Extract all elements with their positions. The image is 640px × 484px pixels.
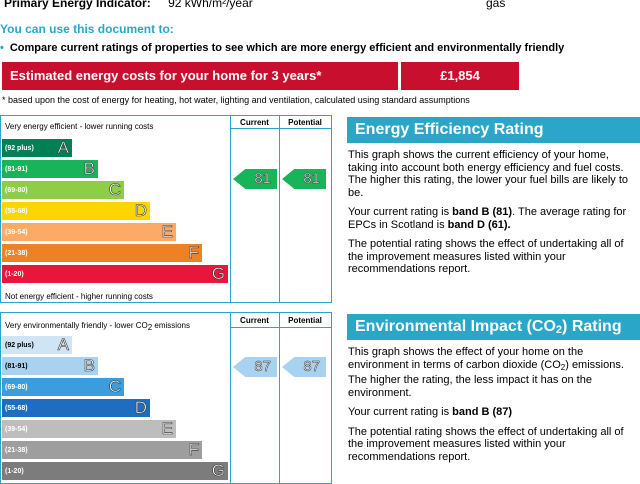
band-range: (55-68): [5, 207, 28, 215]
energy-cost-value: £1,854: [401, 62, 519, 90]
rating-band-d: (55-68) D: [2, 398, 150, 417]
bullet-icon: •: [0, 42, 4, 54]
column-current-header: Current: [240, 118, 269, 127]
header-divider: [230, 327, 331, 328]
rating-band-c: (69-80) C: [2, 377, 124, 396]
primary-energy-indicator: Primary Energy Indicator: 92 kWh/m²/year: [4, 0, 253, 10]
environmental-impact-chart: Very environmentally friendly - lower CO…: [0, 312, 332, 484]
environmental-impact-panel: Environmental Impact (CO2) Rating This g…: [347, 314, 640, 470]
band-range: (92 plus): [5, 341, 34, 349]
band-range: (1-20): [5, 467, 24, 475]
band-range: (81-91): [5, 165, 28, 173]
co2-chart-top-label: Very environmentally friendly - lower CO…: [5, 321, 190, 332]
fuel-type: gas: [486, 0, 506, 10]
rating-band-a: (92 plus) A: [2, 335, 72, 354]
co2-current-rating-arrow: 87: [233, 357, 277, 377]
current-rating-arrow: 81: [233, 169, 277, 189]
band-range: (39-54): [5, 228, 28, 236]
rating-band-g: (1-20) G: [2, 264, 228, 283]
energy-panel-p2: Your current rating is band B (81). The …: [348, 206, 627, 231]
band-range: (69-80): [5, 186, 28, 194]
energy-panel-text: This graph shows the current efficiency …: [347, 149, 640, 276]
column-potential-header: Potential: [288, 118, 322, 127]
rating-band-f: (21-38) F: [2, 440, 202, 459]
column-divider: [279, 116, 280, 302]
band-letter: C: [108, 377, 121, 396]
co2-column-potential-header: Potential: [288, 316, 322, 325]
band-range: (1-20): [5, 270, 24, 278]
co2-panel-title: Environmental Impact (CO2) Rating: [347, 314, 640, 340]
rating-band-f: (21-38) F: [2, 243, 202, 262]
rating-band-b: (81-91) B: [2, 159, 98, 178]
band-range: (81-91): [5, 362, 28, 370]
intro-heading: You can use this document to:: [0, 22, 174, 36]
co2-potential-rating-arrow: 87: [282, 357, 326, 377]
band-letter: D: [134, 398, 147, 417]
band-letter: F: [188, 243, 199, 262]
band-letter: C: [108, 180, 121, 199]
co2-panel-text: This graph shows the effect of your home…: [347, 346, 640, 463]
co2-bands: (92 plus) A (81-91) B (69-80) C (55-68) D (39-54…: [2, 335, 228, 483]
co2-panel-p2: Your current rating is band B (87): [348, 406, 513, 418]
column-divider: [279, 313, 280, 483]
energy-cost-label: Estimated energy costs for your home for…: [2, 62, 398, 90]
potential-rating-arrow: 81: [282, 169, 326, 189]
column-divider: [230, 116, 231, 302]
energy-efficiency-panel: Energy Efficiency Rating This graph show…: [347, 117, 640, 283]
chart-bottom-label: Not energy efficient - higher running co…: [5, 292, 153, 301]
energy-efficiency-chart: Very energy efficient - lower running co…: [0, 115, 332, 303]
band-letter: F: [188, 440, 199, 459]
intro-bullet: • Compare current ratings of properties t…: [0, 42, 564, 54]
bullet-text: Compare current ratings of properties to…: [9, 42, 565, 54]
band-letter: B: [83, 159, 95, 178]
rating-band-g: (1-20) G: [2, 461, 228, 480]
rating-band-c: (69-80) C: [2, 180, 124, 199]
band-range: (39-54): [5, 425, 28, 433]
band-letter: G: [211, 461, 225, 480]
band-letter: E: [161, 419, 173, 438]
energy-panel-p1: This graph shows the current efficiency …: [348, 149, 629, 199]
cost-footnote: * based upon the cost of energy for heat…: [2, 95, 470, 105]
band-letter: G: [211, 264, 225, 283]
pei-label: Primary Energy Indicator:: [4, 0, 151, 10]
column-divider: [230, 313, 231, 483]
band-letter: D: [134, 201, 147, 220]
co2-panel-p1: This graph shows the effect of your home…: [348, 346, 624, 399]
band-range: (69-80): [5, 383, 28, 391]
band-range: (21-38): [5, 249, 28, 257]
energy-panel-p3: The potential rating shows the effect of…: [348, 238, 624, 275]
band-letter: A: [57, 138, 69, 157]
header-divider: [230, 128, 331, 129]
rating-band-a: (92 plus) A: [2, 138, 72, 157]
rating-band-e: (39-54) E: [2, 222, 176, 241]
band-letter: B: [83, 356, 95, 375]
rating-band-b: (81-91) B: [2, 356, 98, 375]
band-letter: A: [57, 335, 69, 354]
band-letter: E: [161, 222, 173, 241]
band-range: (92 plus): [5, 144, 34, 152]
rating-band-e: (39-54) E: [2, 419, 176, 438]
co2-column-current-header: Current: [240, 316, 269, 325]
energy-bands: (92 plus) A (81-91) B (69-80) C (55-68) D (39-54…: [2, 138, 228, 286]
band-range: (55-68): [5, 404, 28, 412]
co2-panel-p3: The potential rating shows the effect of…: [348, 425, 624, 463]
pei-value: 92 kWh/m²/year: [168, 0, 253, 10]
band-range: (21-38): [5, 446, 28, 454]
rating-band-d: (55-68) D: [2, 201, 150, 220]
energy-panel-title: Energy Efficiency Rating: [347, 117, 640, 143]
chart-top-label: Very energy efficient - lower running co…: [5, 122, 154, 131]
